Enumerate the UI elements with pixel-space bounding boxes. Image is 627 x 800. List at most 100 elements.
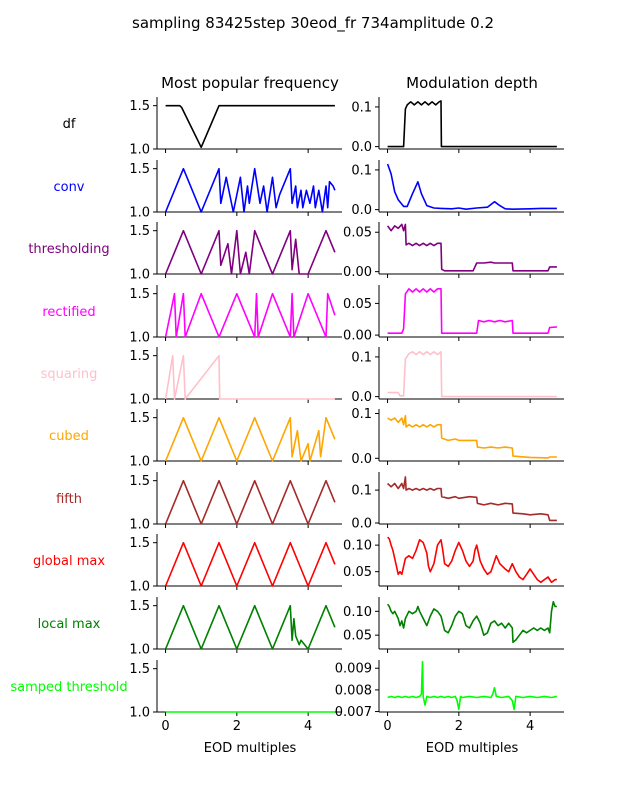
subplot-r6-c0: fifth 1.0 1.5 bbox=[56, 472, 342, 533]
column-title-modulation: Modulation depth bbox=[406, 74, 538, 92]
y-tick-label: 1.5 bbox=[129, 287, 150, 302]
row-label: local max bbox=[38, 617, 101, 632]
y-tick-label: 0.007 bbox=[335, 705, 372, 720]
column-title-frequency: Most popular frequency bbox=[161, 74, 339, 92]
series-line bbox=[387, 288, 557, 334]
series-line bbox=[386, 163, 557, 210]
subplot-r8-c1: 0.05 0.10 bbox=[343, 597, 564, 653]
series-line bbox=[164, 354, 335, 400]
y-tick-label: 1.5 bbox=[129, 224, 150, 239]
y-tick-label: 0.05 bbox=[343, 629, 372, 644]
y-tick-label: 0.1 bbox=[351, 484, 372, 499]
y-tick-label: 1.5 bbox=[129, 99, 150, 114]
series-line bbox=[387, 100, 557, 148]
series-line bbox=[164, 541, 336, 587]
subplot-r7-c1: 0.05 0.10 bbox=[343, 534, 564, 590]
y-tick-label: 1.0 bbox=[129, 393, 150, 408]
y-tick-label: 1.5 bbox=[129, 599, 150, 614]
subplot-r3-c0: rectified 1.0 1.5 bbox=[42, 285, 342, 346]
series-line bbox=[387, 351, 557, 398]
y-tick-label: 1.0 bbox=[129, 143, 150, 158]
y-tick-label: 0.05 bbox=[343, 297, 372, 312]
x-tick-label: 0 bbox=[161, 719, 169, 734]
subplot-r8-c0: local max 1.0 1.5 bbox=[38, 597, 342, 658]
y-tick-label: 0.1 bbox=[351, 407, 372, 422]
subplot-r0-c0: df 1.0 1.5 bbox=[63, 97, 342, 158]
x-axis-label-right: EOD multiples bbox=[426, 741, 519, 756]
series-line bbox=[386, 601, 557, 644]
series-line bbox=[387, 660, 558, 711]
y-tick-label: 0.10 bbox=[343, 539, 372, 554]
y-tick-label: 1.5 bbox=[129, 536, 150, 551]
y-tick-label: 1.0 bbox=[129, 643, 150, 658]
row-label: samped threshold bbox=[10, 680, 127, 695]
series-line bbox=[387, 536, 557, 584]
subplot-r0-c1: 0.0 0.1 bbox=[351, 97, 564, 155]
series-line bbox=[387, 476, 557, 522]
y-tick-label: 1.5 bbox=[129, 474, 150, 489]
y-tick-label: 0.05 bbox=[343, 565, 372, 580]
series-line bbox=[164, 229, 336, 275]
subplot-r2-c1: 0.00 0.05 bbox=[343, 222, 564, 280]
series-line bbox=[164, 167, 336, 213]
figure-title: sampling 83425step 30eod_fr 734amplitude… bbox=[132, 14, 494, 33]
series-line bbox=[165, 104, 335, 149]
y-tick-label: 1.0 bbox=[129, 455, 150, 470]
subplot-r5-c0: cubed 1.0 1.5 bbox=[49, 409, 342, 470]
y-tick-label: 0.05 bbox=[343, 226, 372, 241]
y-tick-label: 1.0 bbox=[129, 580, 150, 595]
y-tick-label: 0.0 bbox=[351, 452, 372, 467]
y-tick-label: 1.5 bbox=[129, 662, 150, 677]
y-tick-label: 1.0 bbox=[129, 268, 150, 283]
y-tick-label: 0.009 bbox=[335, 662, 372, 677]
y-tick-label: 0.00 bbox=[343, 329, 372, 344]
series-line bbox=[164, 292, 336, 338]
x-tick-label: 0 bbox=[383, 719, 391, 734]
row-label: global max bbox=[33, 554, 105, 569]
row-label: fifth bbox=[56, 492, 82, 507]
y-tick-label: 0.0 bbox=[351, 140, 372, 155]
subplot-r6-c1: 0.0 0.1 bbox=[351, 472, 564, 532]
subplot-r2-c0: thresholding 1.0 1.5 bbox=[28, 222, 342, 283]
y-tick-label: 1.0 bbox=[129, 206, 150, 221]
x-tick-label: 2 bbox=[233, 719, 241, 734]
y-tick-label: 1.0 bbox=[129, 331, 150, 346]
y-tick-label: 1.5 bbox=[129, 349, 150, 364]
subplot-r7-c0: global max 1.0 1.5 bbox=[33, 534, 342, 595]
subplot-r4-c0: squaring 1.0 1.5 bbox=[41, 347, 342, 408]
x-tick-label: 4 bbox=[526, 719, 534, 734]
y-tick-label: 1.5 bbox=[129, 411, 150, 426]
y-tick-label: 0.008 bbox=[335, 683, 372, 698]
subplot-grid: df 1.0 1.5 0.0 0.1 conv 1.0 1.5 0.0 0.1 thresholdi… bbox=[10, 97, 564, 734]
y-tick-label: 0.0 bbox=[351, 203, 372, 218]
y-tick-label: 1.5 bbox=[129, 162, 150, 177]
series-line bbox=[386, 223, 557, 272]
series-line bbox=[164, 479, 336, 525]
y-tick-label: 0.1 bbox=[351, 100, 372, 115]
row-label: cubed bbox=[49, 429, 89, 444]
series-line bbox=[387, 414, 557, 459]
subplot-r9-c1: 0.007 0.008 0.009 0 2 4 bbox=[335, 660, 564, 734]
subplot-r1-c0: conv 1.0 1.5 bbox=[53, 160, 342, 221]
y-tick-label: 1.0 bbox=[129, 706, 150, 721]
subplot-r3-c1: 0.00 0.05 bbox=[343, 285, 564, 344]
y-tick-label: 0.1 bbox=[351, 350, 372, 365]
y-tick-label: 0.0 bbox=[351, 517, 372, 532]
row-label: df bbox=[63, 117, 76, 132]
x-axis-label-left: EOD multiples bbox=[204, 741, 297, 756]
row-label: squaring bbox=[41, 367, 98, 382]
y-tick-label: 0.00 bbox=[343, 265, 372, 280]
y-tick-label: 1.0 bbox=[129, 518, 150, 533]
x-tick-label: 4 bbox=[304, 719, 312, 734]
row-label: rectified bbox=[42, 305, 95, 320]
subplot-r1-c1: 0.0 0.1 bbox=[351, 160, 564, 218]
x-tick-label: 2 bbox=[455, 719, 463, 734]
subplot-r4-c1: 0.0 0.1 bbox=[351, 347, 564, 405]
y-tick-label: 0.10 bbox=[343, 605, 372, 620]
y-tick-label: 0.1 bbox=[351, 163, 372, 178]
y-tick-label: 0.0 bbox=[351, 390, 372, 405]
row-label: thresholding bbox=[28, 242, 109, 257]
row-label: conv bbox=[53, 180, 84, 195]
